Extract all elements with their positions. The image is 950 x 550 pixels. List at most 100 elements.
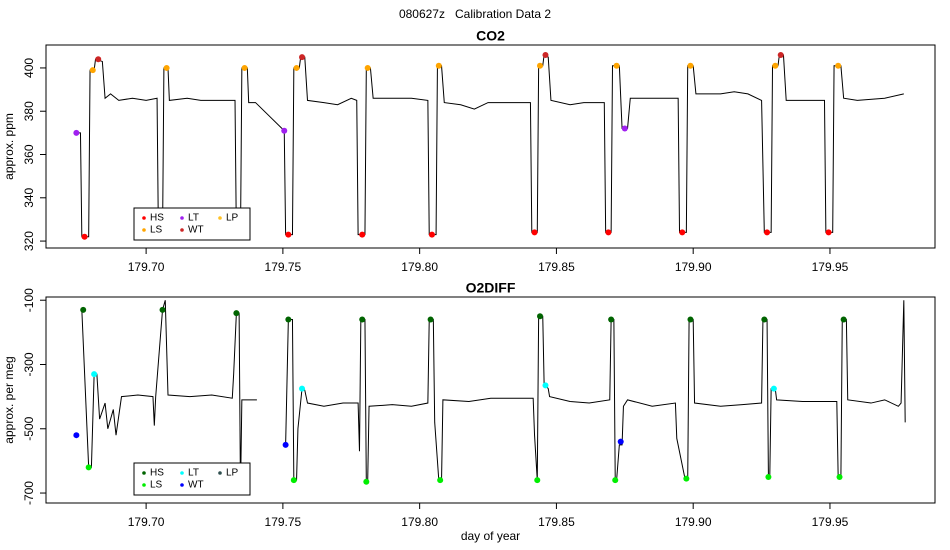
calibration-point: [285, 231, 292, 238]
calibration-point: [608, 316, 615, 323]
calibration-point: [85, 464, 92, 471]
calibration-point: [91, 371, 98, 378]
calibration-point: [534, 477, 541, 484]
x-tick-label: 179.75: [265, 515, 302, 529]
x-tick-label: 179.75: [265, 260, 302, 274]
calibration-point: [428, 231, 435, 238]
legend-swatch: [142, 471, 146, 475]
calibration-point: [73, 432, 80, 439]
calibration-point: [95, 56, 102, 63]
x-tick-label: 179.80: [401, 515, 438, 529]
panel: CO2 179.70 179.75 179.80 179.85 179.90 179.95 3…: [2, 28, 936, 274]
x-tick-label: 179.90: [675, 515, 712, 529]
calibration-point: [437, 477, 444, 484]
y-tick-label: 400: [22, 58, 36, 78]
legend-label: LT: [188, 468, 199, 479]
calibration-point: [542, 382, 549, 389]
calibration-point: [89, 67, 96, 74]
calibration-point: [617, 438, 624, 445]
panel: O2DIFF 179.70 179.75 179.80 179.85 179.90 179.…: [2, 280, 936, 543]
y-tick-label: 320: [22, 231, 36, 251]
calibration-point: [531, 229, 538, 236]
calibration-point: [613, 62, 620, 69]
calibration-point: [537, 313, 544, 320]
legend-swatch: [142, 216, 146, 220]
calibration-point: [282, 441, 289, 448]
calibration-point: [363, 478, 370, 485]
calibration-point: [435, 62, 442, 69]
calibration-point: [359, 231, 366, 238]
legend-box: [133, 462, 251, 496]
calibration-point: [777, 51, 784, 58]
legend-label: LP: [226, 213, 239, 224]
calibration-point: [299, 54, 306, 61]
calibration-point: [825, 229, 832, 236]
calibration-point: [163, 64, 170, 71]
calibration-point: [80, 306, 87, 313]
legend-swatch: [142, 228, 146, 232]
calibration-point: [364, 64, 371, 71]
calibration-point: [765, 473, 772, 480]
legend-swatch: [142, 483, 146, 487]
calibration-point: [683, 475, 690, 482]
calibration-point: [281, 127, 288, 134]
calibration-point: [679, 229, 686, 236]
x-tick-label: 179.80: [401, 260, 438, 274]
x-tick-label: 179.70: [128, 260, 165, 274]
x-tick-label: 179.95: [812, 515, 849, 529]
calibration-point: [81, 233, 88, 240]
calibration-point: [612, 477, 619, 484]
y-tick-label: -100: [22, 288, 36, 312]
y-tick-label: 360: [22, 144, 36, 164]
legend-swatch: [218, 471, 222, 475]
x-axis-label: day of year: [461, 529, 520, 543]
calibration-point: [840, 316, 847, 323]
legend-label: WT: [188, 225, 204, 236]
calibration-point: [687, 62, 694, 69]
legend-label: LS: [150, 225, 163, 236]
legend-label: HS: [150, 213, 164, 224]
calibration-point: [537, 62, 544, 69]
calibration-point: [73, 129, 80, 136]
legend-label: LT: [188, 213, 199, 224]
trace-line: [285, 300, 906, 483]
calibration-point: [359, 316, 366, 323]
calibration-point: [605, 229, 612, 236]
legend-box: [133, 207, 251, 241]
legend-label: LS: [150, 480, 163, 491]
calibration-point: [159, 306, 166, 313]
x-tick-label: 179.85: [538, 515, 575, 529]
y-tick-label: -500: [22, 416, 36, 440]
legend-label: LP: [226, 468, 239, 479]
y-axis-label: approx. per meg: [2, 356, 16, 443]
y-axis-label: approx. ppm: [2, 113, 16, 180]
calibration-point: [835, 62, 842, 69]
legend-swatch: [180, 471, 184, 475]
calibration-point: [233, 310, 240, 317]
x-tick-label: 179.85: [538, 260, 575, 274]
legend-label: WT: [188, 480, 204, 491]
legend-swatch: [180, 216, 184, 220]
calibration-point: [764, 229, 771, 236]
plot-frame: [45, 44, 936, 249]
calibration-point: [761, 316, 768, 323]
calibration-point: [241, 64, 248, 71]
calibration-point: [293, 64, 300, 71]
calibration-point: [770, 385, 777, 392]
legend-swatch: [218, 216, 222, 220]
panel-title: O2DIFF: [466, 280, 516, 296]
y-tick-label: -700: [22, 481, 36, 505]
plot-frame: [45, 296, 936, 504]
figure-title: 080627z Calibration Data 2: [399, 7, 551, 21]
calibration-point: [772, 62, 779, 69]
y-tick-label: 380: [22, 101, 36, 121]
calibration-point: [836, 473, 843, 480]
x-tick-label: 179.90: [675, 260, 712, 274]
x-tick-label: 179.70: [128, 515, 165, 529]
legend-swatch: [180, 228, 184, 232]
panel-title: CO2: [476, 28, 505, 44]
calibration-point: [299, 385, 306, 392]
calibration-point: [621, 125, 628, 132]
